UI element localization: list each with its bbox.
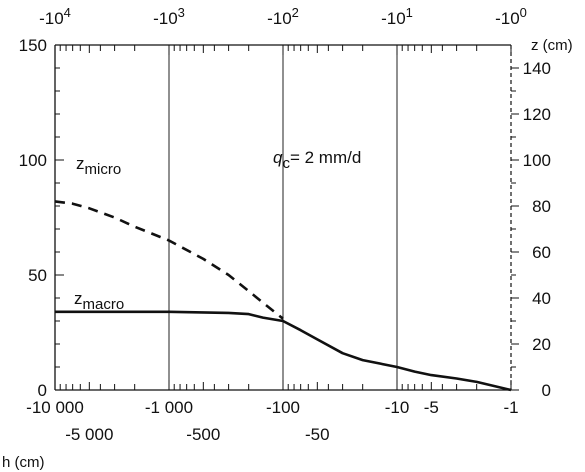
- top-tick-label: -100: [495, 5, 527, 28]
- bottom-tick-label: -1: [503, 398, 518, 417]
- top-tick-label: -104: [39, 5, 71, 28]
- left-tick-label: 150: [19, 36, 47, 55]
- flux-annotation: qc= 2 mm/d: [273, 148, 361, 172]
- series-label-z-macro: zmacro: [74, 289, 124, 313]
- right-tick-label: 40: [532, 289, 551, 308]
- right-tick-label: 140: [523, 59, 551, 78]
- bottom-tick-label: -500: [186, 425, 220, 444]
- top-tick-label: -103: [153, 5, 185, 28]
- bottom-tick-label: -5: [424, 398, 439, 417]
- top-tick-label: -102: [267, 5, 299, 28]
- series-label-z-micro: zmicro: [76, 154, 121, 178]
- bottom-tick-label: -5 000: [65, 425, 113, 444]
- series-line-z-macro: [55, 310, 512, 392]
- tick-layer: [54, 44, 519, 391]
- grid-layer: [168, 45, 398, 390]
- bottom-tick-label: -50: [305, 425, 330, 444]
- tick-label-layer: -104 -103 -102 -101 -100-10 000 -1 000 -100 -10…: [19, 5, 551, 444]
- right-tick-label: 20: [532, 335, 551, 354]
- top-tick-label: -101: [381, 5, 413, 28]
- bottom-tick-label: -10 000: [26, 398, 84, 417]
- series-line-z-micro: [54, 200, 284, 320]
- bottom-tick-label: -100: [266, 398, 300, 417]
- bottom-tick-label: -1 000: [145, 398, 193, 417]
- right-tick-label: 80: [532, 197, 551, 216]
- left-tick-label: 0: [38, 381, 47, 400]
- series-layer: [54, 200, 512, 392]
- right-axis-title: z (cm): [531, 37, 573, 54]
- left-tick-label: 50: [28, 266, 47, 285]
- right-tick-label: 60: [532, 243, 551, 262]
- right-tick-label: 0: [542, 381, 551, 400]
- right-tick-label: 120: [523, 105, 551, 124]
- left-tick-label: 100: [19, 151, 47, 170]
- bottom-tick-label: -10: [385, 398, 410, 417]
- x-axis-title: h (cm): [2, 454, 45, 471]
- right-tick-label: 100: [523, 151, 551, 170]
